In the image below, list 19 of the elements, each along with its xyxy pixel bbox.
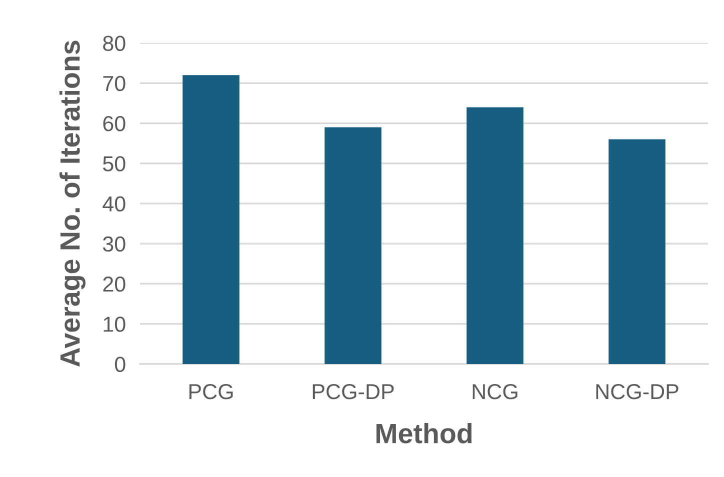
x-tick-label: NCG-DP	[596, 384, 678, 400]
x-tick-label: PCG-DP	[312, 384, 394, 400]
y-tick-label: 80	[103, 36, 126, 52]
y-tick-label: 10	[104, 316, 126, 332]
bar	[182, 75, 240, 364]
y-tick-label: 0	[114, 356, 126, 372]
y-tick-label: 20	[103, 276, 126, 292]
bar	[324, 127, 382, 364]
bar	[608, 139, 666, 364]
x-tick-label: NCG	[472, 384, 518, 400]
y-tick-label: 60	[103, 116, 126, 132]
x-axis-title: Method	[376, 422, 472, 444]
y-tick-label: 70	[103, 76, 126, 92]
x-tick-label: PCG	[189, 384, 233, 400]
y-tick-label: 40	[102, 196, 126, 212]
y-axis-title: Average No. of Iterations	[59, 40, 86, 367]
y-tick-label: 50	[103, 156, 126, 172]
bar	[466, 107, 524, 364]
y-tick-label: 30	[102, 236, 126, 252]
